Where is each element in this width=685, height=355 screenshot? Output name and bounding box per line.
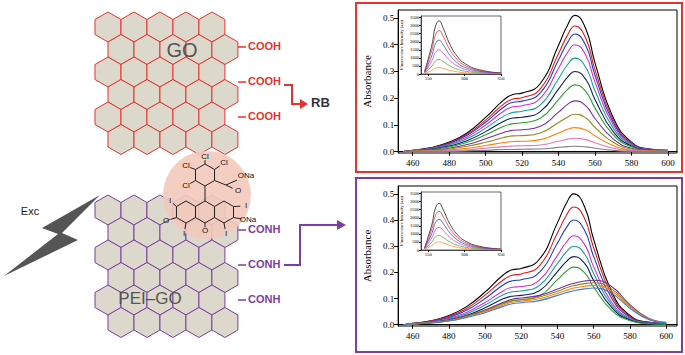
svg-text:CONH: CONH bbox=[248, 223, 280, 235]
svg-text:0.4: 0.4 bbox=[383, 40, 395, 50]
svg-text:520: 520 bbox=[515, 158, 529, 168]
svg-text:600: 600 bbox=[661, 158, 675, 168]
svg-text:CONH: CONH bbox=[248, 293, 280, 305]
svg-text:0.2: 0.2 bbox=[383, 267, 394, 277]
svg-text:I: I bbox=[245, 201, 247, 210]
svg-text:Fluorescence Intensity (a.u): Fluorescence Intensity (a.u) bbox=[399, 195, 404, 246]
svg-text:O: O bbox=[235, 186, 241, 195]
svg-text:580: 580 bbox=[623, 331, 637, 341]
svg-text:460: 460 bbox=[406, 331, 420, 341]
svg-text:650: 650 bbox=[498, 76, 506, 81]
svg-text:0.3: 0.3 bbox=[383, 241, 395, 251]
svg-text:3000: 3000 bbox=[410, 23, 420, 28]
svg-text:PEI–GO: PEI–GO bbox=[118, 289, 181, 308]
svg-text:I: I bbox=[225, 229, 227, 238]
svg-text:0.1: 0.1 bbox=[383, 294, 394, 304]
svg-text:600: 600 bbox=[461, 252, 469, 257]
svg-text:Cl: Cl bbox=[220, 158, 228, 167]
svg-text:1000: 1000 bbox=[410, 55, 420, 60]
svg-text:650: 650 bbox=[498, 252, 506, 257]
svg-text:2000: 2000 bbox=[410, 39, 420, 44]
svg-text:480: 480 bbox=[442, 158, 456, 168]
svg-text:460: 460 bbox=[406, 158, 420, 168]
svg-text:2000: 2000 bbox=[410, 215, 420, 220]
svg-text:1500: 1500 bbox=[410, 223, 420, 228]
svg-text:560: 560 bbox=[588, 158, 602, 168]
svg-text:480: 480 bbox=[442, 331, 456, 341]
svg-text:1000: 1000 bbox=[410, 231, 420, 236]
svg-text:ONa: ONa bbox=[238, 171, 255, 180]
svg-text:I: I bbox=[169, 196, 171, 205]
svg-text:0.0: 0.0 bbox=[383, 147, 395, 157]
svg-text:ONa: ONa bbox=[240, 215, 257, 224]
svg-text:CONH: CONH bbox=[248, 258, 280, 270]
svg-text:2500: 2500 bbox=[410, 31, 420, 36]
svg-text:3000: 3000 bbox=[410, 199, 420, 204]
svg-text:Exc: Exc bbox=[21, 205, 40, 217]
svg-text:500: 500 bbox=[412, 239, 420, 244]
svg-text:0.5: 0.5 bbox=[383, 189, 395, 199]
svg-text:600: 600 bbox=[461, 76, 469, 81]
svg-text:Absorbance: Absorbance bbox=[361, 230, 373, 283]
svg-text:0: 0 bbox=[417, 248, 420, 253]
svg-text:0.5: 0.5 bbox=[383, 13, 395, 23]
svg-text:Cl: Cl bbox=[182, 161, 190, 170]
svg-text:GO: GO bbox=[166, 39, 197, 61]
svg-text:0.0: 0.0 bbox=[383, 320, 395, 330]
svg-text:Cl: Cl bbox=[201, 152, 209, 161]
svg-text:540: 540 bbox=[552, 158, 566, 168]
svg-text:500: 500 bbox=[412, 63, 420, 68]
svg-text:2500: 2500 bbox=[410, 207, 420, 212]
svg-text:0.2: 0.2 bbox=[383, 93, 394, 103]
svg-text:550: 550 bbox=[425, 252, 433, 257]
svg-text:0.3: 0.3 bbox=[383, 66, 395, 76]
svg-text:O: O bbox=[163, 216, 169, 225]
svg-text:0.1: 0.1 bbox=[383, 120, 394, 130]
svg-text:1500: 1500 bbox=[410, 47, 420, 52]
svg-text:560: 560 bbox=[587, 331, 601, 341]
svg-text:Absorbance: Absorbance bbox=[361, 55, 373, 108]
svg-text:COOH: COOH bbox=[248, 40, 281, 52]
svg-text:COOH: COOH bbox=[248, 110, 281, 122]
svg-text:O: O bbox=[202, 226, 208, 235]
svg-text:520: 520 bbox=[515, 331, 529, 341]
svg-text:RB: RB bbox=[311, 95, 330, 110]
svg-text:0: 0 bbox=[417, 72, 420, 77]
svg-text:540: 540 bbox=[551, 331, 565, 341]
svg-text:3500: 3500 bbox=[410, 15, 420, 20]
svg-text:600: 600 bbox=[659, 331, 673, 341]
svg-text:500: 500 bbox=[479, 158, 493, 168]
svg-text:COOH: COOH bbox=[248, 75, 281, 87]
svg-text:3500: 3500 bbox=[410, 191, 420, 196]
svg-text:I: I bbox=[183, 229, 185, 238]
svg-text:500: 500 bbox=[478, 331, 492, 341]
svg-text:Cl: Cl bbox=[182, 181, 190, 190]
svg-text:Fluorescence Intensity (a.u): Fluorescence Intensity (a.u) bbox=[399, 19, 404, 70]
svg-text:580: 580 bbox=[625, 158, 639, 168]
svg-text:550: 550 bbox=[425, 76, 433, 81]
svg-text:0.4: 0.4 bbox=[383, 215, 395, 225]
